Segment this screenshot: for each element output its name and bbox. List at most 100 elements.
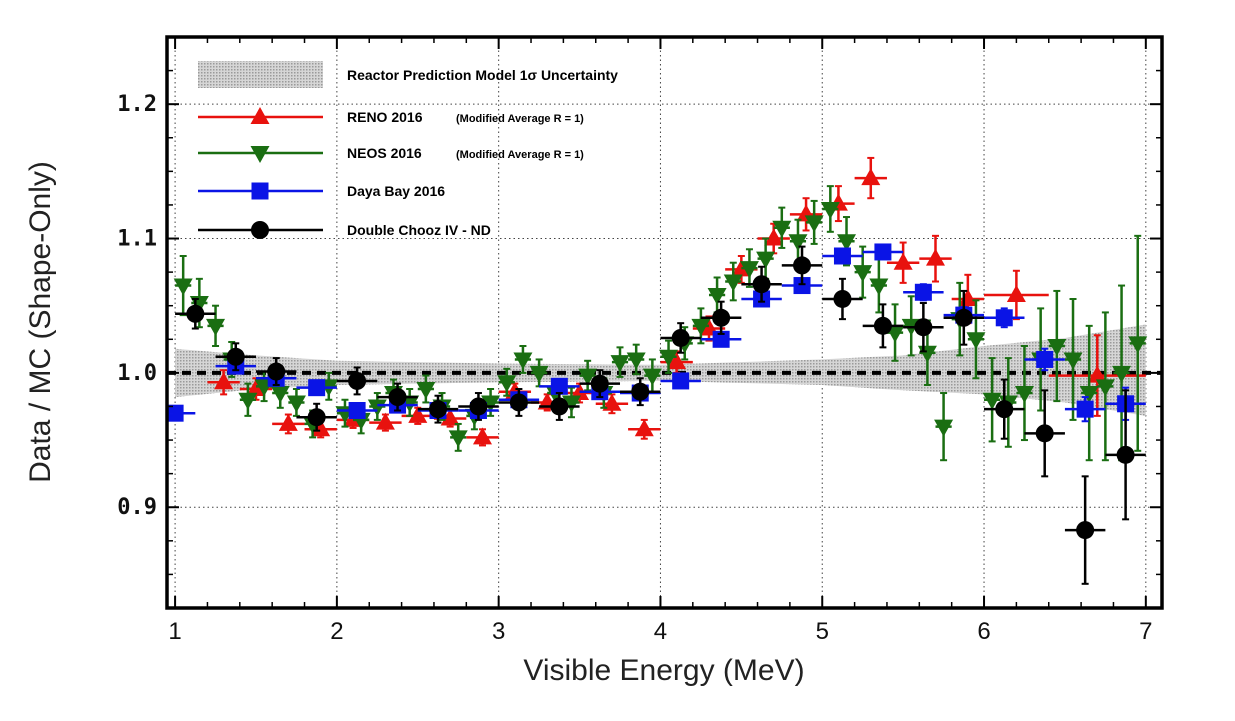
data-marker bbox=[1035, 424, 1054, 443]
data-marker bbox=[667, 352, 687, 370]
legend-label: NEOS 2016 bbox=[347, 145, 422, 161]
data-marker bbox=[861, 168, 881, 186]
data-point bbox=[854, 156, 887, 200]
data-point bbox=[781, 277, 823, 295]
data-marker bbox=[995, 400, 1014, 419]
data-marker bbox=[206, 318, 226, 336]
data-point bbox=[296, 379, 337, 397]
data-marker bbox=[1076, 521, 1095, 540]
data-marker bbox=[270, 386, 290, 404]
x-tick-label: 4 bbox=[654, 618, 667, 645]
data-marker bbox=[238, 392, 258, 410]
x-tick-label: 3 bbox=[492, 618, 505, 645]
data-marker bbox=[348, 371, 367, 390]
legend-note: (Modified Average R = 1) bbox=[456, 113, 584, 125]
data-point bbox=[498, 388, 540, 417]
legend-marker bbox=[250, 107, 270, 124]
series-double-chooz-iv-nd bbox=[175, 245, 1146, 585]
data-marker bbox=[1063, 352, 1083, 370]
data-marker bbox=[497, 375, 517, 393]
data-marker bbox=[529, 365, 549, 383]
data-series bbox=[167, 156, 1148, 585]
data-point bbox=[660, 322, 701, 354]
data-point bbox=[377, 382, 418, 412]
data-point bbox=[579, 369, 621, 399]
data-marker bbox=[1095, 379, 1115, 397]
data-point bbox=[660, 350, 693, 374]
data-point bbox=[966, 299, 986, 380]
x-tick-label: 6 bbox=[977, 618, 990, 645]
data-point bbox=[620, 377, 661, 407]
data-marker bbox=[267, 362, 286, 381]
data-point bbox=[739, 248, 759, 288]
data-marker bbox=[914, 283, 932, 301]
data-point bbox=[1063, 297, 1083, 421]
legend-note: (Modified Average R = 1) bbox=[456, 149, 584, 161]
data-point bbox=[1128, 234, 1148, 452]
legend-marker bbox=[251, 182, 269, 200]
x-tick-label: 7 bbox=[1139, 618, 1152, 645]
data-point bbox=[1064, 396, 1106, 423]
data-point bbox=[336, 366, 378, 396]
data-marker bbox=[469, 397, 488, 416]
x-axis-title: Visible Energy (MeV) bbox=[523, 654, 804, 687]
data-marker bbox=[995, 309, 1013, 327]
data-marker bbox=[837, 234, 857, 252]
data-marker bbox=[408, 405, 428, 423]
data-marker bbox=[416, 382, 436, 400]
data-point bbox=[206, 304, 226, 348]
data-point bbox=[1024, 389, 1065, 478]
data-point bbox=[1024, 347, 1065, 372]
data-marker bbox=[308, 379, 326, 397]
data-marker bbox=[550, 397, 569, 416]
data-marker bbox=[672, 372, 690, 390]
data-marker bbox=[820, 201, 840, 219]
data-marker bbox=[626, 352, 646, 370]
data-marker bbox=[925, 248, 945, 266]
data-marker bbox=[367, 399, 387, 417]
data-point bbox=[207, 369, 240, 396]
data-marker bbox=[1014, 386, 1034, 404]
data-marker bbox=[752, 275, 771, 294]
data-point bbox=[984, 307, 1025, 329]
data-marker bbox=[428, 400, 447, 419]
data-point bbox=[497, 367, 517, 397]
data-point bbox=[756, 237, 776, 280]
data-marker bbox=[307, 408, 326, 427]
data-point bbox=[539, 377, 580, 395]
data-marker bbox=[788, 234, 808, 252]
legend-band-label: Reactor Prediction Model 1σ Uncertainty bbox=[347, 67, 618, 83]
data-marker bbox=[634, 419, 654, 437]
data-point bbox=[286, 388, 306, 417]
data-marker bbox=[311, 419, 331, 437]
data-point bbox=[984, 269, 1049, 321]
data-marker bbox=[954, 308, 973, 327]
data-point bbox=[272, 413, 305, 435]
data-point bbox=[804, 199, 824, 245]
data-point bbox=[1064, 475, 1106, 585]
data-marker bbox=[833, 247, 851, 265]
data-point bbox=[175, 297, 216, 330]
y-axis-title: Data / MC (Shape-Only) bbox=[24, 161, 57, 483]
data-marker bbox=[173, 278, 193, 296]
data-marker bbox=[550, 377, 568, 395]
data-point bbox=[943, 289, 985, 346]
data-marker bbox=[448, 430, 468, 448]
data-point bbox=[700, 300, 742, 335]
data-marker bbox=[286, 395, 306, 413]
data-point bbox=[822, 247, 863, 265]
data-point bbox=[1095, 311, 1115, 462]
data-point bbox=[919, 234, 952, 283]
legend-entry: RENO 2016 (Modified Average R = 1) bbox=[198, 107, 584, 125]
data-marker bbox=[914, 318, 933, 337]
data-point bbox=[626, 343, 646, 376]
data-point bbox=[885, 303, 905, 362]
data-point bbox=[982, 357, 1002, 443]
legend-entry: Daya Bay 2016 bbox=[198, 182, 445, 200]
data-marker bbox=[793, 277, 811, 295]
data-marker bbox=[804, 215, 824, 233]
data-point bbox=[215, 342, 256, 372]
data-marker bbox=[186, 304, 205, 323]
